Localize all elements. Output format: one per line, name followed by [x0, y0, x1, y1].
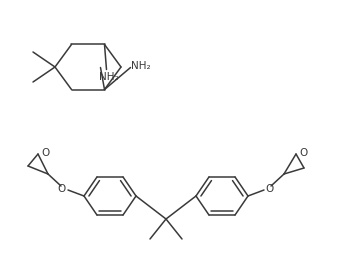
Text: O: O — [58, 184, 66, 194]
Text: NH₂: NH₂ — [131, 60, 150, 71]
Text: O: O — [300, 148, 308, 158]
Text: NH₂: NH₂ — [99, 73, 118, 83]
Text: O: O — [266, 184, 274, 194]
Text: O: O — [42, 148, 50, 158]
